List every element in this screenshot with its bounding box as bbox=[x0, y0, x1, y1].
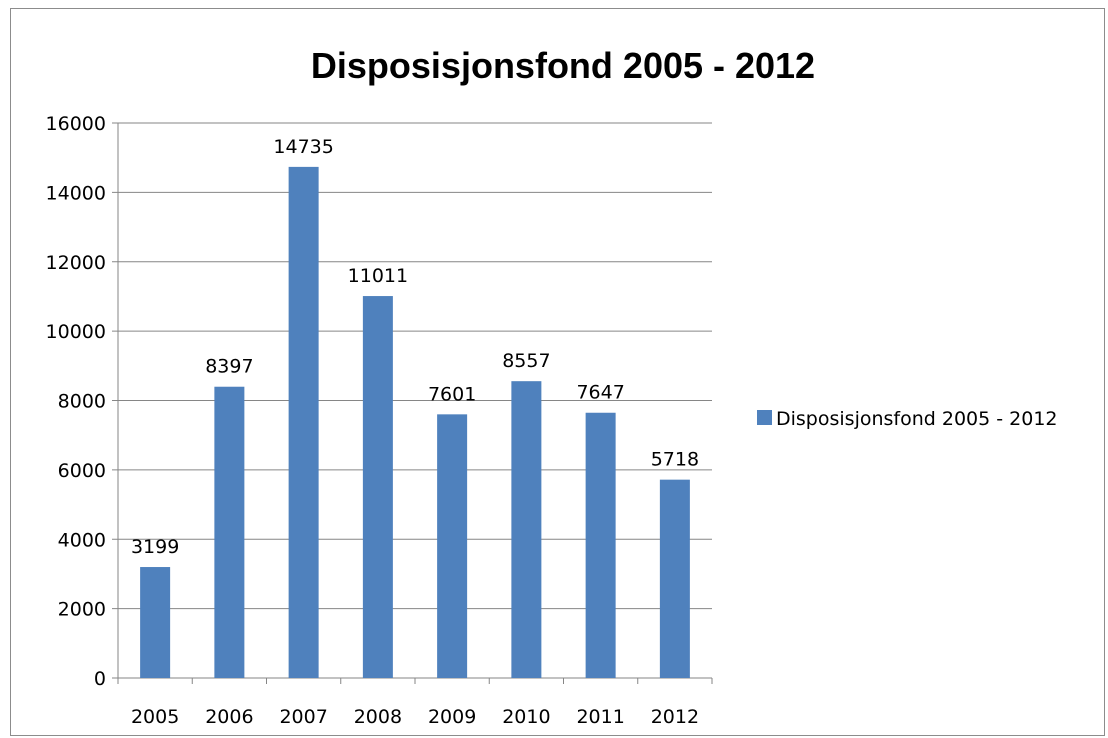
data-label-2008: 11011 bbox=[348, 265, 408, 287]
data-label-2007: 14735 bbox=[273, 136, 333, 158]
data-label-2011: 7647 bbox=[576, 382, 624, 404]
legend-swatch bbox=[757, 410, 772, 425]
bar-2010 bbox=[511, 381, 542, 678]
y-tick-label: 16000 bbox=[46, 113, 106, 135]
x-tick-label: 2012 bbox=[651, 706, 699, 728]
bar-2011 bbox=[585, 412, 616, 678]
y-tick-label: 2000 bbox=[58, 599, 106, 621]
x-axis: 2005 2006 2007 2008 2009 2010 2011 2012 bbox=[117, 677, 713, 728]
data-label-2010: 8557 bbox=[502, 350, 550, 372]
x-tick-label: 2006 bbox=[205, 706, 253, 728]
bar-2008 bbox=[362, 296, 393, 678]
chart-title: Disposisjonsfond 2005 - 2012 bbox=[311, 45, 815, 86]
x-tick-label: 2010 bbox=[502, 706, 550, 728]
chart-frame bbox=[10, 8, 1105, 736]
y-tick-label: 10000 bbox=[46, 321, 106, 343]
y-tick-label: 6000 bbox=[58, 460, 106, 482]
y-axis: 0 2000 4000 6000 8000 10000 12000 14000 16000 bbox=[46, 113, 119, 690]
data-label-2009: 7601 bbox=[428, 383, 476, 405]
y-tick-label: 12000 bbox=[46, 252, 106, 274]
x-tick-label: 2005 bbox=[131, 706, 179, 728]
y-tick-label: 4000 bbox=[58, 529, 106, 551]
x-tick-label: 2011 bbox=[576, 706, 624, 728]
x-tick-label: 2009 bbox=[428, 706, 476, 728]
bar-2006 bbox=[214, 386, 245, 678]
bar-2012 bbox=[659, 479, 690, 678]
y-tick-label: 0 bbox=[94, 668, 106, 690]
x-tick-label: 2008 bbox=[354, 706, 402, 728]
legend-label: Disposisjonsfond 2005 - 2012 bbox=[776, 408, 1058, 430]
bar-2009 bbox=[437, 414, 468, 678]
y-tick-label: 8000 bbox=[58, 391, 106, 413]
data-label-2006: 8397 bbox=[205, 356, 253, 378]
x-tick-label: 2007 bbox=[279, 706, 327, 728]
y-tick-label: 14000 bbox=[46, 182, 106, 204]
data-labels: 3199 8397 14735 11011 7601 8557 7647 5718 bbox=[131, 136, 699, 558]
legend: Disposisjonsfond 2005 - 2012 bbox=[757, 408, 1058, 430]
bar-2005 bbox=[140, 567, 171, 678]
data-label-2005: 3199 bbox=[131, 536, 179, 558]
data-label-2012: 5718 bbox=[651, 449, 699, 471]
bars bbox=[140, 166, 690, 678]
bar-2007 bbox=[288, 166, 319, 678]
